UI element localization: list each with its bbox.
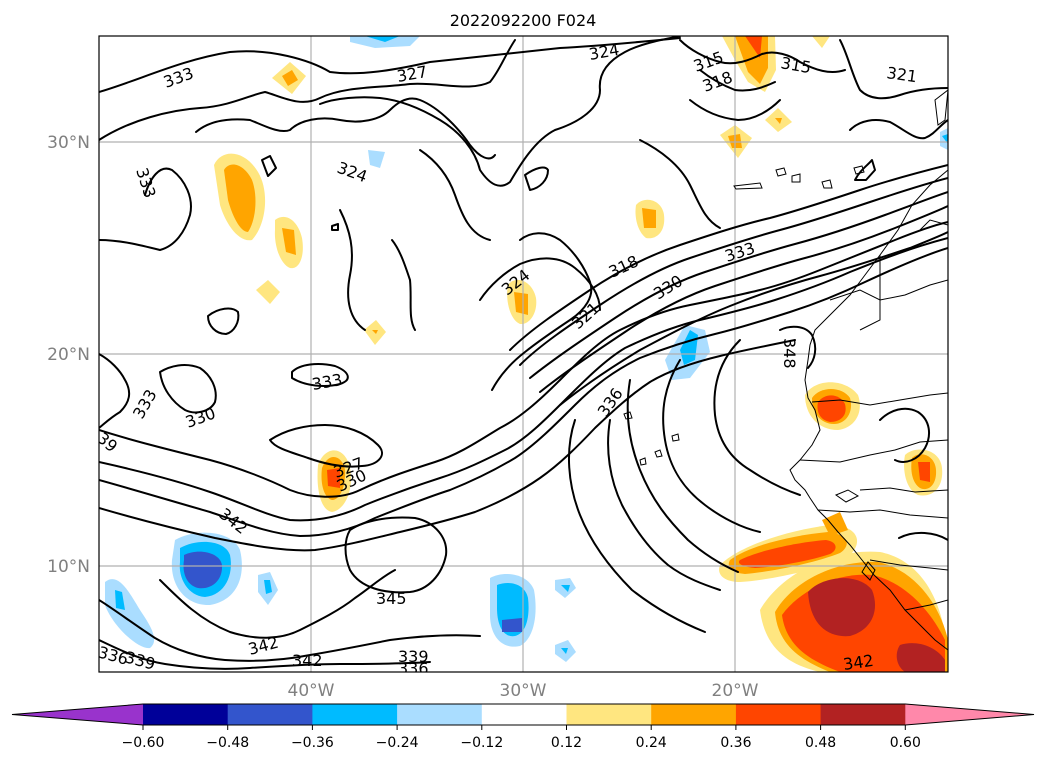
- contour-label: 339: [398, 647, 429, 666]
- colorbar-tick-label: −0.48: [206, 735, 249, 751]
- colorbar-extend-low: [12, 704, 143, 725]
- lon-label-20w: 20°W: [712, 681, 759, 701]
- plot-area: 333 327 324 315 318 315 321 324 333 318 …: [99, 36, 948, 678]
- shaded-anomalies: [105, 36, 948, 672]
- contour-label: 336: [398, 659, 429, 678]
- colorbar: −0.60 −0.48 −0.36 −0.24 −0.12 0.12 0.24 0.36 0.4…: [11, 703, 1035, 751]
- colorbar-tick-label: 0.12: [551, 735, 582, 751]
- colorbar-segment: [566, 704, 652, 725]
- colorbar-segment: [397, 704, 483, 725]
- colorbar-tick-label: −0.12: [460, 735, 503, 751]
- colorbar-tick-label: 0.48: [805, 735, 836, 751]
- lon-label-30w: 30°W: [500, 681, 547, 701]
- map-title: 2022092200 F024: [450, 11, 597, 30]
- colorbar-segment: [820, 704, 906, 725]
- colorbar-segment: [651, 704, 737, 725]
- contour-label: 348: [780, 338, 799, 369]
- contour-label: 345: [376, 589, 407, 608]
- plot-frame: [98, 35, 949, 673]
- gridlines: [99, 36, 948, 672]
- contour-label: 342: [842, 651, 875, 674]
- colorbar-segment: [143, 704, 229, 725]
- lat-label-30n: 30°N: [47, 133, 90, 153]
- lon-label-40w: 40°W: [288, 681, 335, 701]
- contour-label: 321: [885, 63, 918, 86]
- colorbar-extend-high: [905, 704, 1034, 725]
- axis-labels: 30°N 20°N 10°N 40°W 30°W 20°W: [47, 133, 759, 701]
- colorbar-segment: [735, 704, 822, 725]
- colorbar-tick-label: 0.24: [636, 735, 667, 751]
- colorbar-tick-label: −0.36: [291, 735, 334, 751]
- colorbar-tick-label: 0.60: [890, 735, 921, 751]
- colorbar-tick-label: −0.24: [376, 735, 419, 751]
- contour-label: 342: [292, 651, 323, 670]
- colorbar-segment: [481, 704, 567, 725]
- colorbar-segment: [312, 704, 398, 725]
- coastlines: [623, 89, 948, 651]
- contour-lines: [99, 36, 948, 670]
- lat-label-20n: 20°N: [47, 345, 90, 365]
- colorbar-tick-label: 0.36: [720, 735, 751, 751]
- colorbar-segment: [227, 704, 313, 725]
- colorbar-tick-label: −0.60: [122, 735, 165, 751]
- lat-label-10n: 10°N: [47, 557, 90, 577]
